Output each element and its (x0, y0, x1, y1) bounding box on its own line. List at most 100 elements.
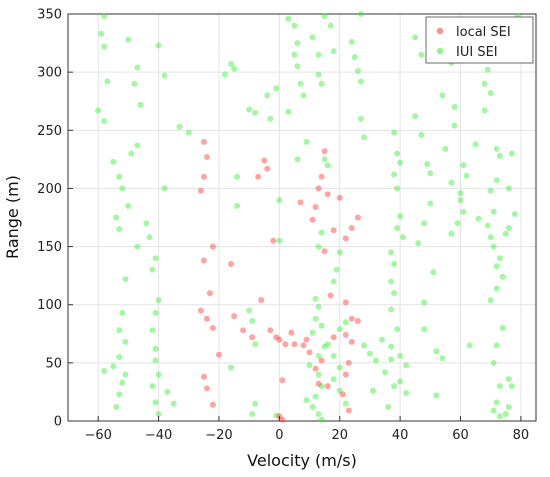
data-point (388, 306, 395, 313)
data-point (388, 249, 395, 256)
data-point (234, 202, 241, 209)
data-point (466, 342, 473, 349)
x-tick-label: 60 (452, 428, 469, 443)
data-point (315, 51, 322, 58)
data-point (309, 34, 316, 41)
data-point (397, 159, 404, 166)
y-tick-label: 300 (37, 66, 62, 81)
data-point (273, 334, 280, 341)
data-point (315, 304, 322, 310)
data-point (505, 225, 512, 231)
data-point (294, 40, 301, 47)
data-point (418, 131, 425, 138)
data-point (348, 225, 355, 231)
data-point (279, 377, 286, 384)
series-1-points (95, 11, 521, 423)
data-point (391, 383, 398, 390)
data-point (324, 162, 331, 169)
data-point (487, 234, 494, 241)
data-point (164, 388, 171, 395)
data-point (388, 343, 395, 350)
data-point (321, 343, 328, 350)
data-point (505, 404, 512, 410)
data-point (475, 215, 482, 222)
data-point (315, 352, 322, 359)
data-point (294, 156, 301, 163)
data-point (351, 54, 358, 60)
data-point (345, 359, 352, 366)
data-point (388, 278, 395, 285)
data-point (216, 351, 222, 358)
data-point (496, 383, 503, 390)
x-tick-label: −40 (145, 428, 172, 443)
x-tick-label: 0 (275, 428, 283, 443)
data-point (463, 172, 470, 179)
data-point (330, 278, 337, 285)
data-point (318, 80, 325, 87)
data-point (312, 295, 319, 302)
data-point (309, 329, 316, 336)
legend-label-iui-sei: IUI SEI (456, 45, 498, 60)
data-point (490, 407, 497, 414)
data-point (448, 230, 455, 237)
data-point (321, 156, 328, 163)
data-point (231, 313, 238, 320)
data-point (339, 391, 346, 398)
data-point (252, 109, 259, 116)
data-point (342, 331, 349, 338)
data-point (496, 152, 503, 159)
data-point (119, 379, 126, 386)
data-point (288, 329, 295, 336)
data-point (493, 399, 500, 406)
data-point (481, 107, 488, 114)
data-point (318, 322, 325, 329)
data-point (246, 106, 253, 113)
data-point (490, 359, 497, 366)
data-point (134, 142, 141, 149)
data-point (222, 71, 228, 78)
data-point (255, 173, 262, 180)
data-point (200, 373, 207, 380)
data-point (152, 357, 159, 364)
data-point (382, 369, 388, 376)
data-point (403, 390, 410, 397)
data-point (360, 342, 367, 349)
data-point (149, 266, 156, 273)
data-point (104, 78, 111, 85)
data-point (385, 404, 392, 410)
legend-marker-local-sei (436, 27, 444, 35)
x-axis-label: Velocity (m/s) (247, 451, 357, 470)
data-point (348, 338, 355, 345)
data-point (285, 15, 292, 22)
data-point (315, 185, 322, 192)
data-point (309, 216, 316, 223)
data-point (493, 177, 500, 184)
data-point (433, 348, 440, 355)
data-point (161, 185, 168, 192)
data-point (315, 411, 322, 417)
data-point (418, 51, 425, 58)
data-point (291, 22, 298, 29)
data-point (366, 350, 373, 357)
data-point (252, 341, 259, 348)
data-point (285, 108, 292, 115)
data-point (490, 208, 497, 215)
data-point (209, 325, 216, 331)
data-point (315, 71, 322, 78)
data-point (336, 326, 343, 333)
data-point (439, 92, 446, 99)
data-point (125, 202, 132, 209)
data-point (312, 365, 319, 372)
data-point (484, 222, 491, 229)
data-point (122, 338, 129, 345)
data-point (330, 376, 337, 383)
data-point (318, 416, 325, 423)
data-point (149, 383, 156, 390)
data-point (306, 349, 313, 356)
data-point (348, 315, 355, 322)
data-point (457, 190, 464, 197)
data-point (415, 240, 422, 247)
data-point (122, 371, 129, 378)
data-point (379, 336, 385, 343)
data-point (155, 297, 162, 304)
